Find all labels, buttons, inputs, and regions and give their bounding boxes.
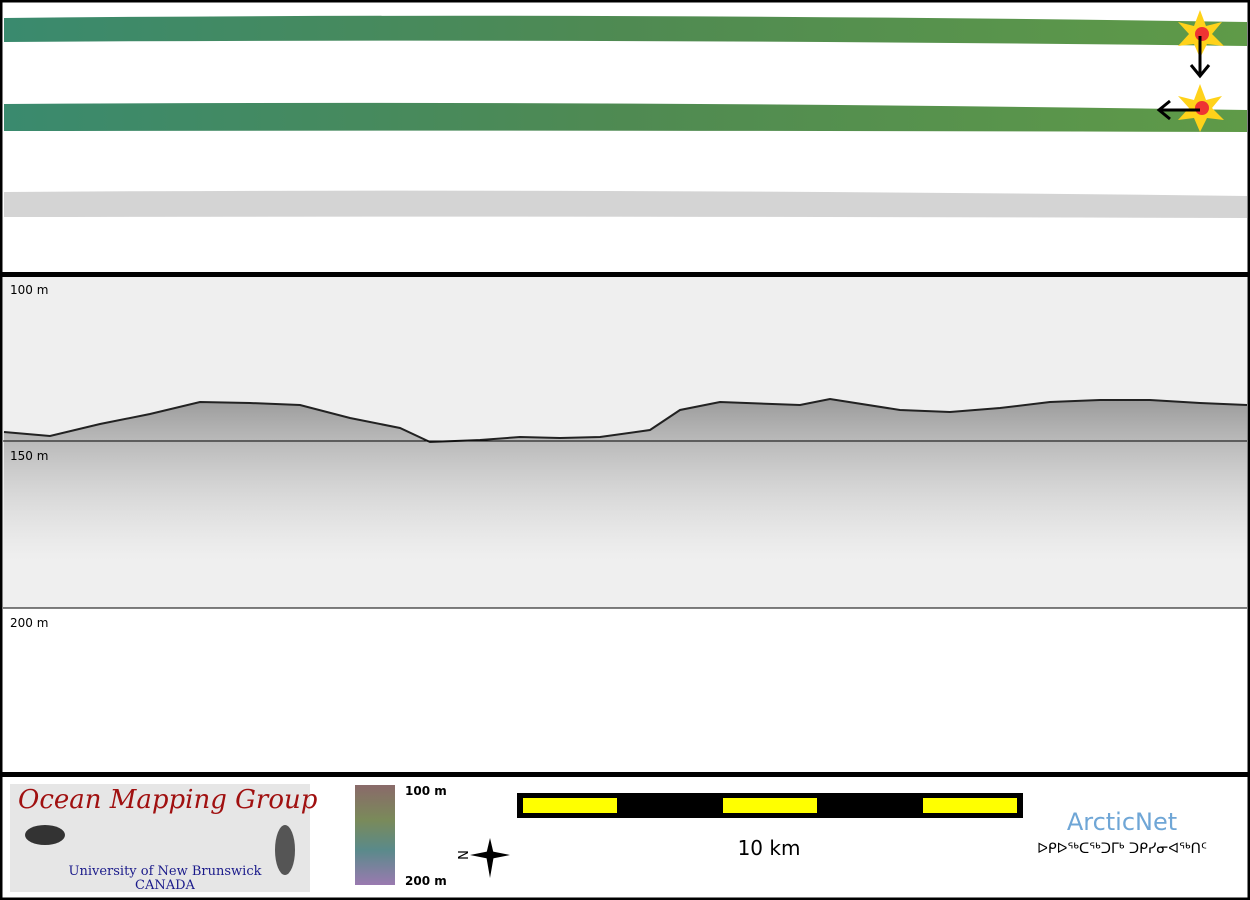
colorbar-label: 200 m [405,874,447,888]
swath-bathymetry [4,15,1247,46]
ship-markers [1156,10,1224,132]
depth-label: 150 m [10,449,48,463]
swath-bathymetry-2 [4,102,1247,132]
compass-label: N [454,850,469,860]
scale-segment [723,798,817,813]
scale-segment [523,798,617,813]
colorbar-label: 100 m [405,784,447,798]
scale-segment [923,798,1017,813]
scale-label: 10 km [738,836,801,860]
seabed [3,397,1248,444]
logo-country: CANADA [135,878,196,893]
divider [0,772,1250,777]
compass: N [454,838,510,878]
colorbar [355,785,395,885]
logo-ship [25,825,65,845]
swath-backscatter [4,190,1247,218]
sediment [4,399,1247,560]
partner-syllabics: ᐅᑭᐅᖅᑕᖅᑐᒥᒃ ᑐᑭᓯᓂᐊᖅᑎᑦ [1037,841,1207,857]
depth-label: 200 m [10,616,48,630]
divider [0,272,1250,277]
depth-label: 100 m [10,283,48,297]
logo-university: University of New Brunswick [69,864,262,879]
partner-name: ArcticNet [1067,808,1177,836]
logo-title: Ocean Mapping Group [18,785,318,815]
logo-ship [275,825,295,875]
